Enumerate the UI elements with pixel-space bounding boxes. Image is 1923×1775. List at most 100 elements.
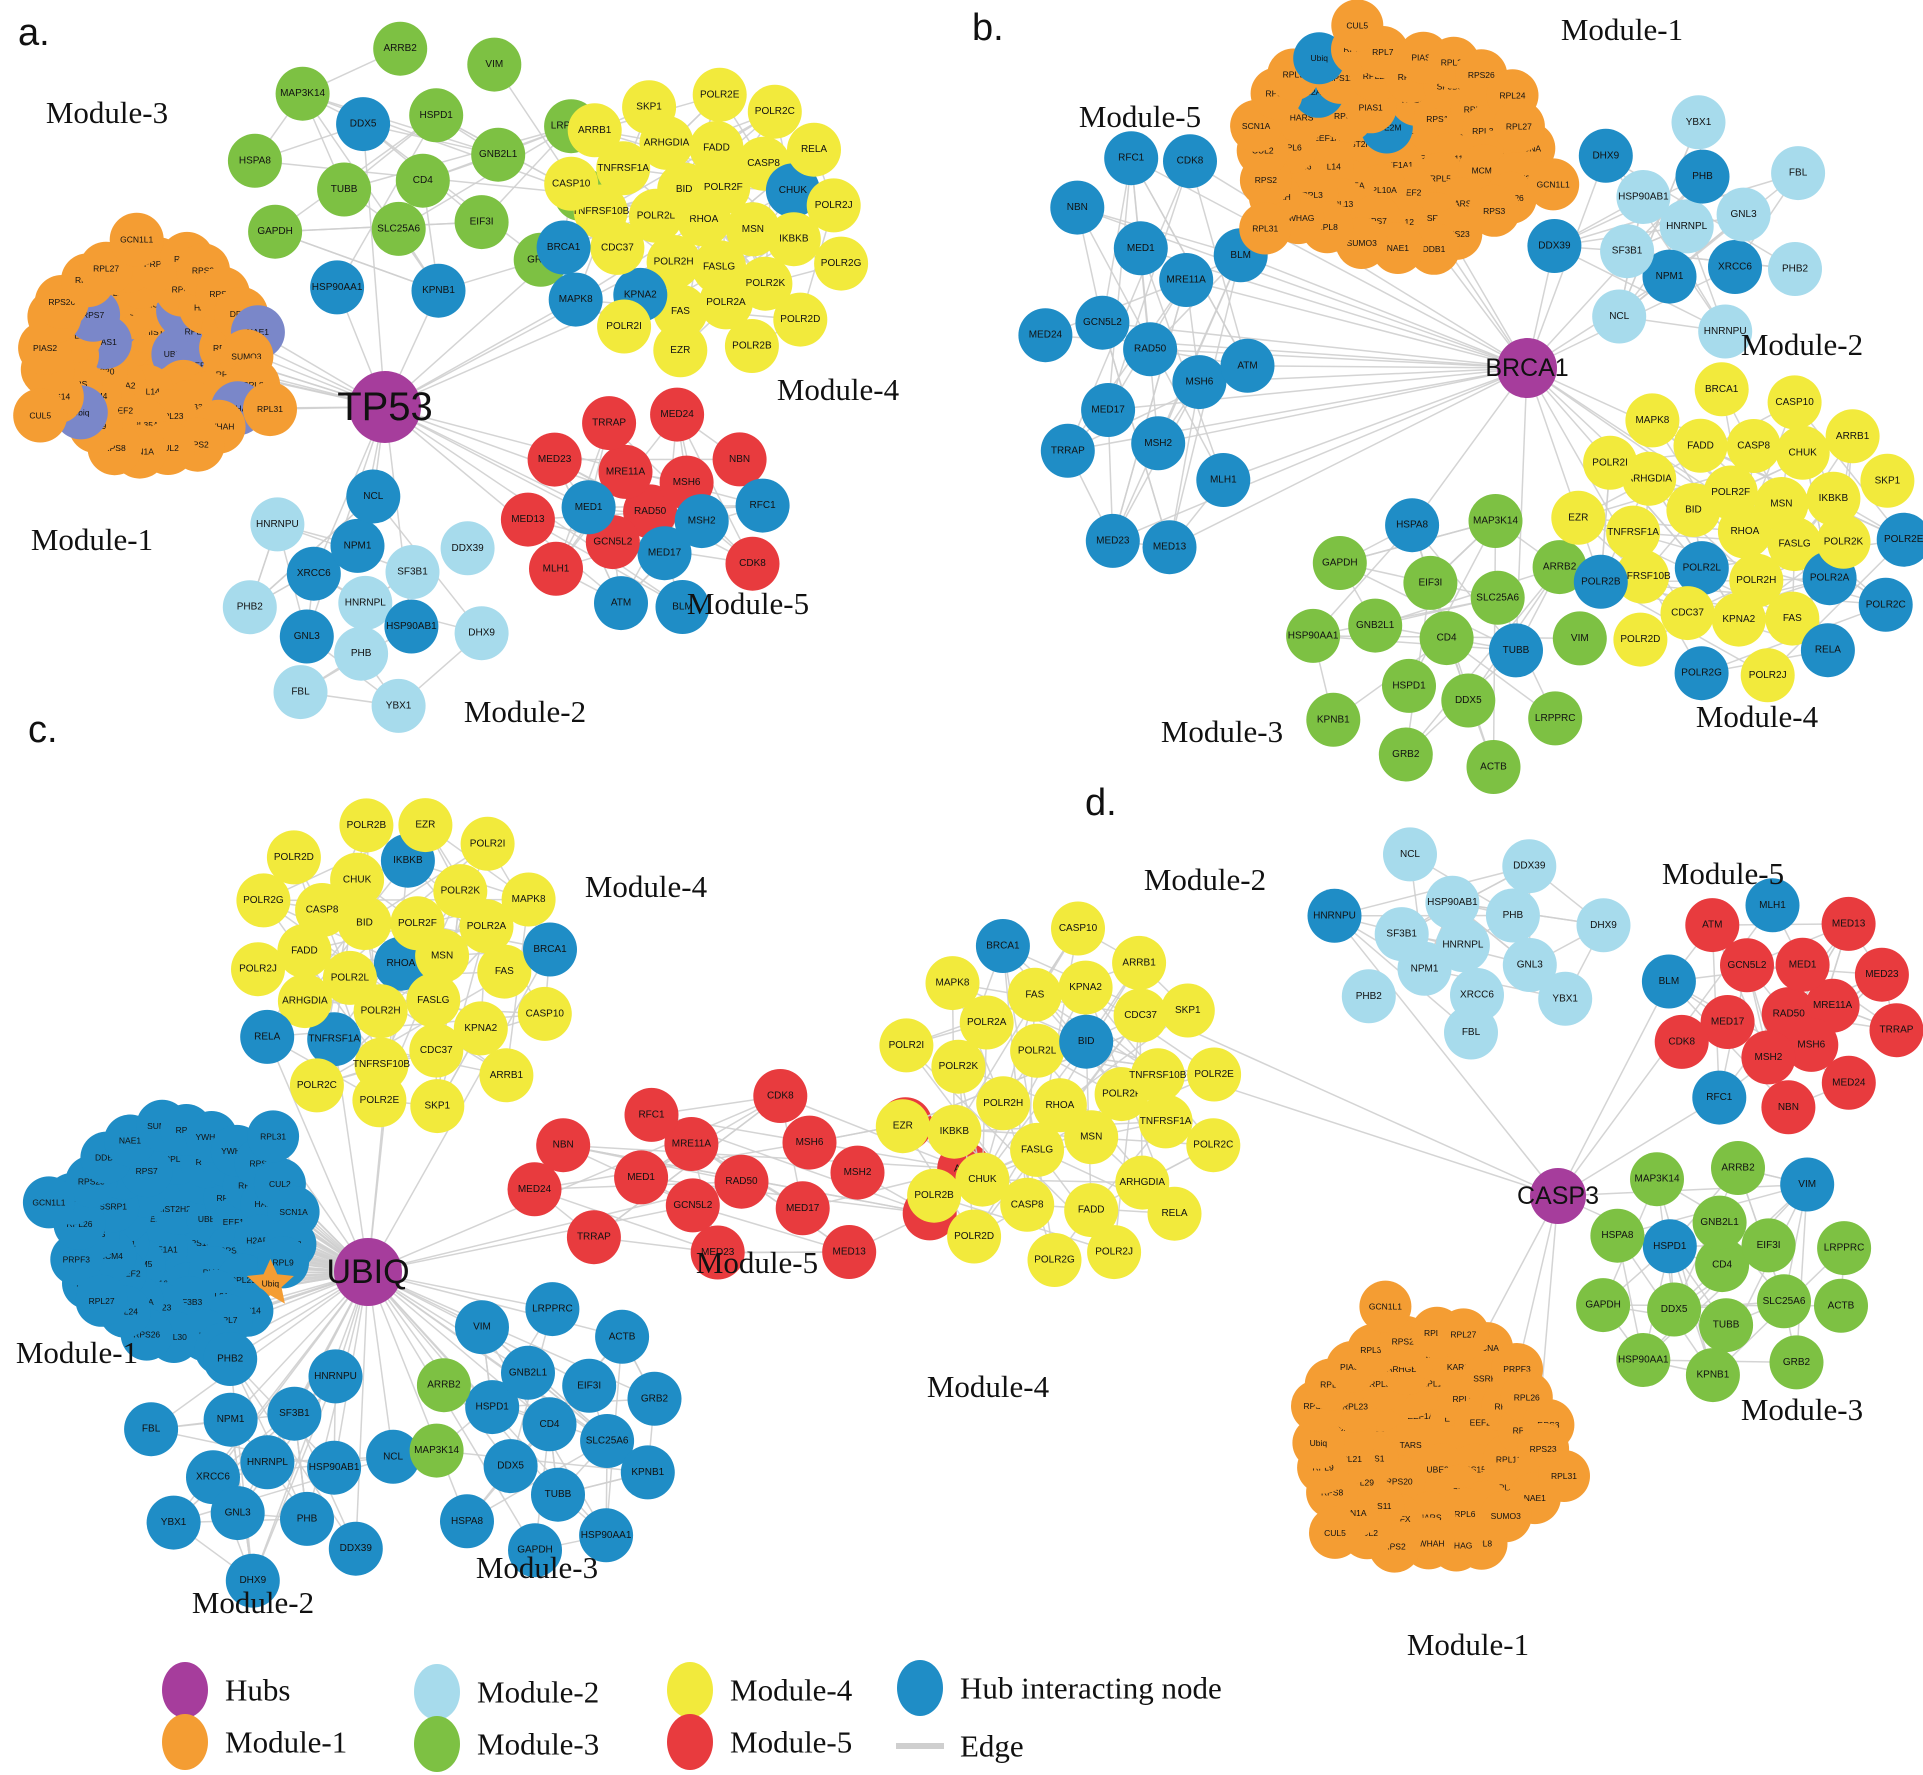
node-label-NPM1: NPM1 bbox=[1656, 271, 1684, 282]
node-HNRNPU: HNRNPU bbox=[1698, 304, 1753, 359]
node-label-RPL31: RPL31 bbox=[260, 1131, 286, 1141]
node-label-MED23: MED23 bbox=[538, 454, 572, 465]
node-GNB2L1: GNB2L1 bbox=[501, 1345, 555, 1400]
node-TNFRSF10B: TNFRSF10B bbox=[1129, 1048, 1187, 1103]
node-label-MED23: MED23 bbox=[701, 1247, 735, 1258]
node-RFC1: RFC1 bbox=[1692, 1070, 1747, 1125]
node-label-POLR2E: POLR2E bbox=[700, 89, 740, 100]
node-label-DDX39: DDX39 bbox=[340, 1543, 373, 1554]
node-GCN5L2: GCN5L2 bbox=[1075, 295, 1130, 350]
node-label-ARRB2: ARRB2 bbox=[1721, 1163, 1755, 1174]
node-TUBB: TUBB bbox=[317, 162, 372, 217]
node-GNB2L1: GNB2L1 bbox=[1692, 1195, 1747, 1250]
nodes-module-2-panel-b: HNRNPL XRCC6 NPM1 SF3B1 HSP90AB1 PHB GNL3 PHB2 H… bbox=[1527, 95, 1826, 359]
node-label-NBN: NBN bbox=[553, 1140, 574, 1151]
node-label-BID: BID bbox=[1078, 1036, 1095, 1047]
legend-item-module-1: Module-1 bbox=[162, 1714, 347, 1770]
node-DDX39: DDX39 bbox=[1502, 839, 1557, 894]
node-label-HNRNPU: HNRNPU bbox=[256, 519, 299, 530]
node-POLR2F: POLR2F bbox=[1703, 465, 1758, 520]
node-label-RPS2: RPS2 bbox=[1383, 1542, 1405, 1552]
node-label-RPL27: RPL27 bbox=[93, 264, 119, 274]
node-GRB2: GRB2 bbox=[1769, 1335, 1824, 1390]
node-label-PHB: PHB bbox=[1692, 171, 1713, 182]
node-HNRNPL: HNRNPL bbox=[240, 1435, 295, 1490]
node-label-MSH6: MSH6 bbox=[1186, 377, 1214, 388]
node-SF3B1: SF3B1 bbox=[1374, 907, 1429, 962]
node-LRPPRC: LRPPRC bbox=[525, 1282, 580, 1337]
node-EIF3I: EIF3I bbox=[454, 195, 509, 250]
node-label-GNL3: GNL3 bbox=[1517, 960, 1544, 971]
node-label-RPS2: RPS2 bbox=[187, 440, 209, 450]
node-CDC37: CDC37 bbox=[1660, 586, 1715, 641]
node-label-NPM1: NPM1 bbox=[1411, 963, 1439, 974]
node-label-RPS26: RPS26 bbox=[1392, 1337, 1419, 1347]
node-label-EIF3I: EIF3I bbox=[577, 1380, 601, 1391]
node-label-CDK8: CDK8 bbox=[767, 1091, 794, 1102]
node-label-FBL: FBL bbox=[1789, 168, 1808, 179]
node-label-FBL: FBL bbox=[142, 1424, 161, 1435]
hub-label-casp3: CASP3 bbox=[1517, 1182, 1599, 1210]
legend-item-hub-interacting-node: Hub interacting node bbox=[897, 1660, 1222, 1716]
node-POLR2G: POLR2G bbox=[814, 236, 869, 291]
module-label-module-5-panel-a: Module-5 bbox=[687, 586, 809, 621]
node-label-TRRAP: TRRAP bbox=[577, 1232, 611, 1243]
node-PHB2: PHB2 bbox=[203, 1332, 258, 1386]
legend-swatch-hub bbox=[162, 1662, 208, 1718]
node-label-Ubiq: Ubiq bbox=[262, 1279, 280, 1289]
node-label-BRCA1: BRCA1 bbox=[986, 941, 1020, 952]
node-label-RPL5: RPL5 bbox=[1430, 174, 1452, 184]
node-label-DDX5: DDX5 bbox=[497, 1461, 524, 1472]
node-MSH6: MSH6 bbox=[1784, 1017, 1839, 1072]
node-NCL: NCL bbox=[1383, 827, 1437, 882]
node-label-POLR2L: POLR2L bbox=[1683, 563, 1722, 574]
node-label-FADD: FADD bbox=[703, 143, 730, 154]
node-label-POLR2J: POLR2J bbox=[815, 200, 853, 211]
node-label-TNFRSF1A: TNFRSF1A bbox=[1140, 1116, 1192, 1127]
node-RPS3: RPS3 bbox=[1468, 184, 1521, 237]
node-label-IKBKB: IKBKB bbox=[393, 855, 423, 866]
node-RPL31: RPL31 bbox=[1239, 202, 1292, 255]
node-KPNB1: KPNB1 bbox=[1685, 1348, 1740, 1403]
node-label-GNL3: GNL3 bbox=[294, 631, 321, 642]
node-RAD50: RAD50 bbox=[623, 484, 678, 539]
node-PHB: PHB bbox=[334, 626, 389, 681]
legend-label: Hub interacting node bbox=[960, 1671, 1222, 1706]
node-MSH6: MSH6 bbox=[782, 1115, 837, 1170]
nodes-module-1-panel-c: CUL4BRPS13TARSEEF1A1EIF2AHIST2H2BEUBE2MN… bbox=[22, 1099, 320, 1376]
node-label-HIST2H2BE: HIST2H2BE bbox=[1341, 139, 1388, 149]
node-FASLG: FASLG bbox=[1010, 1122, 1065, 1177]
legend-label: Module-5 bbox=[730, 1725, 852, 1760]
node-label-GAPDH: GAPDH bbox=[1322, 558, 1358, 569]
node-label-POLR2D: POLR2D bbox=[954, 1231, 994, 1242]
node-MED1: MED1 bbox=[1113, 221, 1168, 276]
node-TRRAP: TRRAP bbox=[1869, 1003, 1923, 1058]
node-label-MAPK8: MAPK8 bbox=[512, 894, 546, 905]
nodes-module-3-panel-d: CD4 HSPD1 GNB2L1 EIF3I SLC25A6 TUBB DDX5 VIM LRP… bbox=[1576, 1141, 1872, 1403]
node-label-MSN: MSN bbox=[1770, 499, 1792, 510]
node-KPNB1: KPNB1 bbox=[620, 1445, 675, 1500]
node-label-CDC37: CDC37 bbox=[1124, 1010, 1157, 1021]
node-label-HSP90AA1: HSP90AA1 bbox=[1618, 1355, 1669, 1366]
node-POLR2G: POLR2G bbox=[1027, 1233, 1082, 1287]
node-label-RPS23: RPS23 bbox=[1530, 1444, 1557, 1454]
node-label-MSN: MSN bbox=[1080, 1132, 1102, 1143]
node-label-KPNA2: KPNA2 bbox=[464, 1023, 497, 1034]
node-HNRNPL: HNRNPL bbox=[1659, 199, 1714, 254]
node-label-EIF3I: EIF3I bbox=[1757, 1240, 1781, 1251]
node-label-POLR2C: POLR2C bbox=[1193, 1140, 1233, 1151]
node-ARRB1: ARRB1 bbox=[479, 1048, 534, 1103]
node-label-XRCC6: XRCC6 bbox=[1460, 990, 1494, 1001]
node-GCN1L1: GCN1L1 bbox=[1527, 158, 1580, 211]
node-CHUK: CHUK bbox=[765, 163, 820, 218]
node-POLR2L: POLR2L bbox=[322, 950, 377, 1005]
node-label-SSRP1: SSRP1 bbox=[1421, 213, 1449, 223]
node-RELA: RELA bbox=[1800, 623, 1855, 678]
node-label-RAD50: RAD50 bbox=[634, 506, 667, 517]
node-EIF3I: EIF3I bbox=[1741, 1218, 1796, 1273]
node-label-BLM: BLM bbox=[1659, 976, 1680, 987]
node-ACTB: ACTB bbox=[595, 1309, 650, 1364]
node-label-GNB2L1: GNB2L1 bbox=[509, 1367, 548, 1378]
node-YBX1: YBX1 bbox=[1538, 971, 1593, 1026]
node-label-SF3B3: SF3B3 bbox=[176, 1297, 202, 1307]
